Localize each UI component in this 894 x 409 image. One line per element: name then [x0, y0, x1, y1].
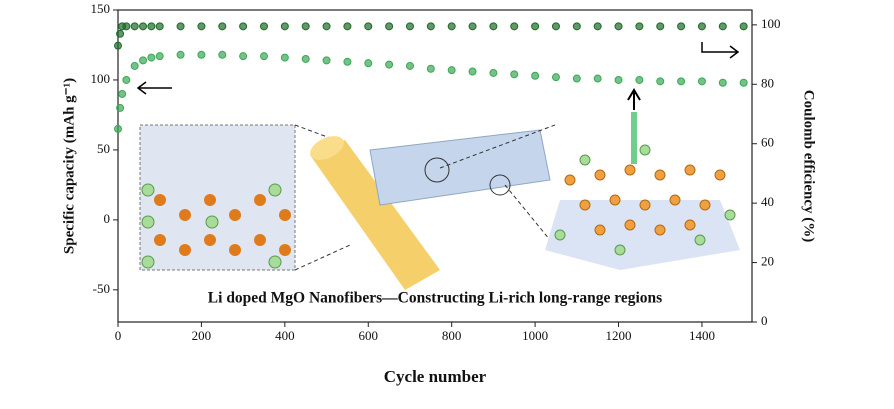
- y2-tick-label: 80: [761, 75, 774, 90]
- data-point: [697, 77, 706, 86]
- data-point: [122, 75, 131, 84]
- data-point: [218, 50, 227, 59]
- data-point: [489, 22, 498, 31]
- axis-arrow-right: [701, 42, 740, 59]
- data-point: [155, 52, 164, 61]
- data-point: [656, 22, 665, 31]
- y-tick-label: 150: [91, 1, 111, 16]
- data-point: [176, 22, 185, 31]
- data-point: [147, 22, 156, 31]
- x-tick-label: 600: [359, 328, 379, 343]
- data-point: [116, 103, 125, 112]
- data-point: [697, 22, 706, 31]
- data-point: [114, 41, 122, 50]
- data-point: [114, 124, 122, 133]
- data-point: [322, 22, 331, 31]
- data-point: [718, 78, 727, 87]
- x-tick-label: 1000: [522, 328, 548, 343]
- data-point: [364, 59, 373, 68]
- data-point: [614, 75, 623, 84]
- data-point: [468, 67, 477, 76]
- x-tick-label: 400: [275, 328, 295, 343]
- y-tick-label: 0: [104, 211, 111, 226]
- data-point: [593, 74, 602, 83]
- annotation: Li doped MgO Nanofibers—Constructing Li-…: [208, 290, 662, 307]
- x-tick-label: 0: [115, 328, 122, 343]
- x-tick-label: 1400: [689, 328, 715, 343]
- data-point: [677, 77, 686, 86]
- data-point: [343, 57, 352, 66]
- data-point: [551, 22, 560, 31]
- data-point: [301, 54, 310, 63]
- data-point: [139, 22, 148, 31]
- data-point: [635, 75, 644, 84]
- data-point: [197, 22, 206, 31]
- axis-arrow-left: [136, 81, 172, 95]
- data-point: [155, 22, 164, 31]
- data-point: [677, 22, 686, 31]
- data-point: [426, 64, 435, 73]
- data-point: [259, 52, 268, 61]
- data-point: [197, 50, 206, 59]
- data-point: [280, 22, 289, 31]
- data-point: [118, 89, 127, 98]
- data-point: [531, 71, 540, 80]
- y2-axis-label: Coulomb efficiency (%): [801, 90, 817, 242]
- data-point: [218, 22, 227, 31]
- data-point: [572, 74, 581, 83]
- data-point: [385, 60, 394, 69]
- y2-tick-label: 40: [761, 194, 774, 209]
- data-point: [656, 77, 665, 86]
- data-point: [510, 22, 519, 31]
- data-point: [510, 70, 519, 79]
- data-point: [343, 22, 352, 31]
- x-tick-label: 200: [192, 328, 212, 343]
- data-point: [593, 22, 602, 31]
- y-tick-label: 50: [97, 141, 110, 156]
- data-point: [614, 22, 623, 31]
- data-point: [122, 22, 131, 31]
- data-point: [385, 22, 394, 31]
- data-point: [739, 78, 748, 87]
- data-point: [139, 56, 148, 65]
- data-point: [489, 68, 498, 77]
- data-point: [635, 22, 644, 31]
- data-point: [718, 22, 727, 31]
- data-point: [147, 53, 156, 62]
- data-point: [130, 22, 139, 31]
- data-point: [239, 22, 248, 31]
- data-point: [447, 22, 456, 31]
- x-tick-label: 800: [442, 328, 462, 343]
- y2-tick-label: 20: [761, 254, 774, 269]
- plot-frame: [117, 9, 753, 323]
- inset-illustration: [139, 88, 740, 290]
- data-point: [239, 52, 248, 61]
- data-point: [405, 22, 414, 31]
- data-point: [322, 56, 331, 65]
- data-point: [468, 22, 477, 31]
- y-tick-label: -50: [93, 281, 110, 296]
- y-axis-label: Specific capacity (mAh g⁻¹): [61, 78, 77, 254]
- x-tick-label: 1200: [606, 328, 632, 343]
- data-point: [176, 50, 185, 59]
- data-point: [364, 22, 373, 31]
- y2-tick-label: 60: [761, 135, 774, 150]
- data-point: [572, 22, 581, 31]
- data-point: [116, 29, 125, 38]
- data-point: [551, 73, 560, 82]
- data-point: [447, 66, 456, 75]
- data-point: [301, 22, 310, 31]
- data-point: [426, 22, 435, 31]
- data-point: [531, 22, 540, 31]
- y2-tick-label: 0: [761, 313, 768, 328]
- data-point: [130, 61, 139, 70]
- y2-tick-label: 100: [761, 16, 781, 31]
- data-point: [259, 22, 268, 31]
- x-axis-label: Cycle number: [384, 367, 487, 386]
- data-point: [280, 53, 289, 62]
- data-point: [739, 22, 748, 31]
- data-point: [405, 61, 414, 70]
- y-tick-label: 100: [91, 71, 111, 86]
